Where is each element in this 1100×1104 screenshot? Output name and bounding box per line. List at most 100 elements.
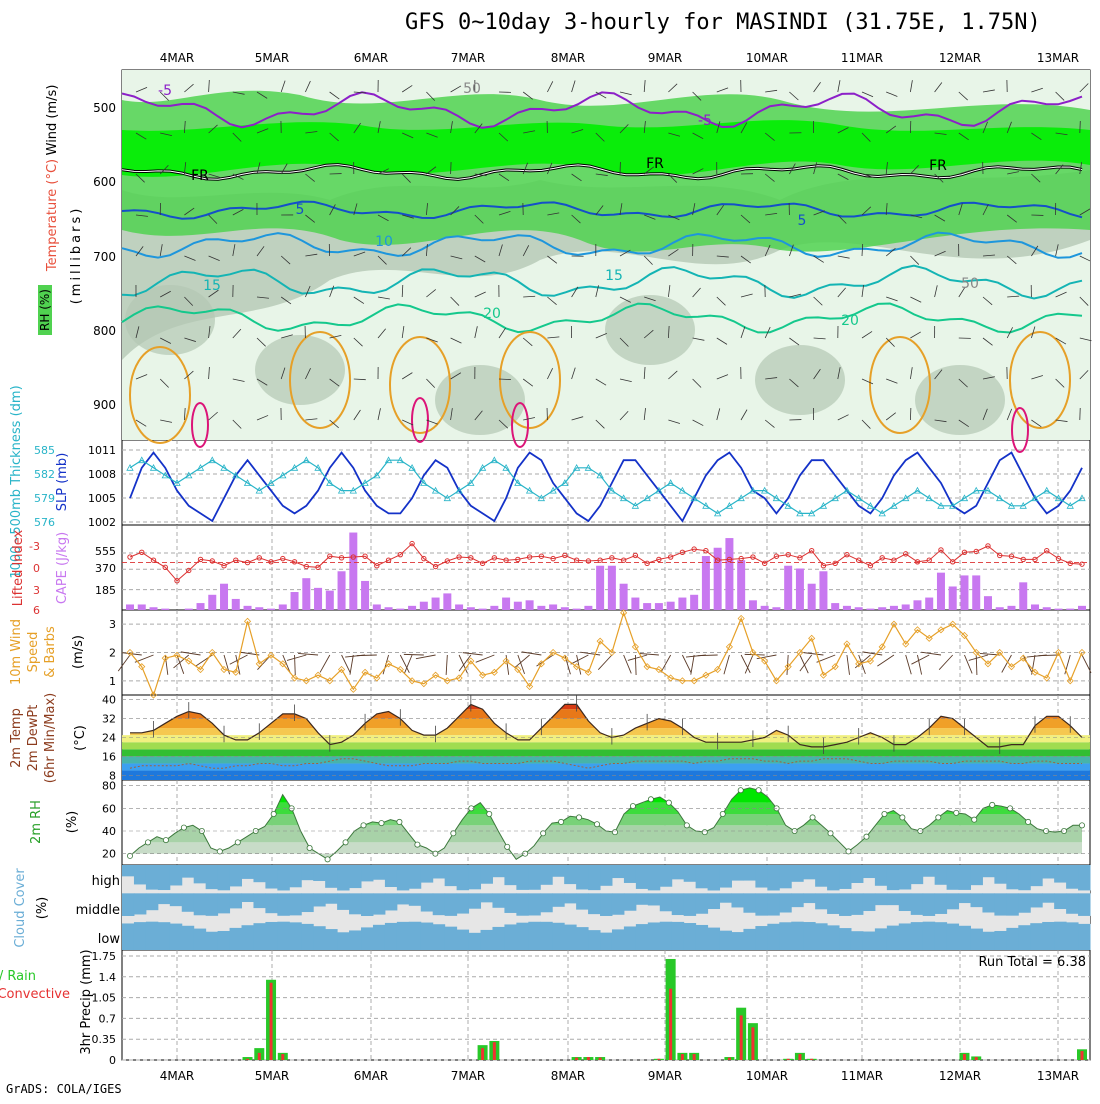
rh-tick-label: 80 [102, 780, 116, 793]
precip-tick-label: 0.35 [92, 1033, 117, 1046]
contour-label: FR [929, 158, 947, 174]
cape-bar [208, 595, 216, 610]
cloud-middle-bar [504, 893, 516, 913]
cloud-low-bar [313, 926, 325, 950]
day-label-top: 7MAR [451, 51, 486, 65]
contour-label: 20 [483, 306, 501, 322]
cloud-high-bar [457, 865, 469, 890]
lifted-tick-label: 3 [33, 584, 40, 597]
day-label-bottom: 5MAR [255, 1069, 290, 1083]
cloud-high-bar [899, 865, 911, 889]
rh-point [702, 830, 707, 835]
cape-bar [490, 606, 498, 610]
cape-bar [220, 584, 228, 610]
temp-axis-label: (6hr Min/Max) [43, 693, 58, 783]
wind-axis-label: Wind (m/s) [45, 85, 60, 156]
cloud-middle-bar [492, 893, 504, 907]
cloud-high-bar [755, 865, 767, 888]
cloud-middle-bar [230, 893, 242, 908]
cloud-high-bar [648, 865, 660, 890]
precip-convective-label: Convective [0, 987, 70, 1002]
cape-bar [1043, 607, 1051, 610]
day-label-bottom: 12MAR [939, 1069, 981, 1083]
day-label-top: 11MAR [841, 51, 883, 65]
rh-point [415, 842, 420, 847]
precip-tick-label: 0.7 [99, 1012, 117, 1025]
rh-point [127, 853, 132, 858]
rh-point [217, 849, 222, 854]
cloud-middle-bar [624, 893, 636, 910]
precip-convective-bar [281, 1054, 284, 1060]
cloud-high-bar [887, 865, 899, 890]
cloud-level-label: high [92, 874, 120, 889]
cloud-low-bar [1006, 928, 1018, 950]
cloud-high-bar [433, 865, 445, 878]
cloud-high-bar [409, 865, 421, 889]
day-label-top: 9MAR [648, 51, 683, 65]
rh-point [325, 857, 330, 862]
cloud-low-bar [982, 932, 994, 950]
cloud-high-bar [301, 865, 313, 880]
cloud-high-bar [313, 865, 325, 881]
cloud-middle-bar [636, 893, 648, 904]
slp-axis-label: SLP (mb) [55, 453, 70, 512]
rh-tick-label: 60 [102, 802, 116, 815]
rh-point [1079, 823, 1084, 828]
wind-barb-10m [598, 655, 612, 670]
cloud-middle-bar [684, 893, 696, 916]
pressure-tick-label: 600 [93, 175, 116, 189]
rh-point [145, 840, 150, 845]
contour-label: 20 [841, 313, 859, 329]
cloud-high-bar [253, 865, 265, 882]
cloud-high-bar [146, 865, 158, 890]
cloud-high-bar [504, 865, 516, 885]
rh-point [343, 840, 348, 845]
wind-barb-10m [357, 655, 377, 656]
day-label-bottom: 7MAR [451, 1069, 486, 1083]
cloud-low-bar [433, 924, 445, 950]
rh-point [990, 802, 995, 807]
cloud-middle-bar [277, 893, 289, 915]
wind-barb-10m [661, 655, 671, 672]
wind-barb-10m [682, 655, 691, 673]
wind-barb-10m [1065, 655, 1070, 674]
cloud-high-bar [218, 865, 230, 890]
cape-bar [455, 604, 463, 610]
wind-barb-10m [459, 655, 467, 673]
cloud-middle-bar [1078, 893, 1090, 916]
grads-credit: GrADS: COLA/IGES [6, 1082, 122, 1096]
cloud-low-bar [385, 923, 397, 950]
cape-bar [855, 607, 863, 610]
wind-barb-10m [416, 655, 436, 659]
cloud-middle-bar [923, 893, 935, 916]
cape-bar [655, 603, 663, 610]
cloud-middle-bar [1042, 893, 1054, 902]
cloud-low-bar [588, 930, 600, 950]
cloud-high-bar [206, 865, 218, 889]
day-label-top: 10MAR [746, 51, 788, 65]
precip-convective-bar [258, 1053, 261, 1060]
precip-convective-bar [599, 1058, 602, 1060]
cape-bar [702, 556, 710, 610]
rh-point [451, 831, 456, 836]
cloud-high-bar [827, 865, 839, 890]
cloud-middle-bar [947, 893, 959, 909]
cloud-middle-bar [696, 893, 708, 913]
cloud-low-bar [146, 922, 158, 950]
cloud-middle-bar [409, 893, 421, 905]
wind-barb-10m [350, 655, 353, 675]
cloud-high-bar [672, 865, 684, 879]
cape-bar [161, 609, 169, 610]
cloud-high-bar [1078, 865, 1090, 890]
lifted-tick-label: 6 [33, 604, 40, 617]
cloud-middle-bar [779, 893, 791, 912]
contour-label: 10 [375, 234, 393, 250]
precip-convective-bar [787, 1059, 790, 1060]
wind-barb-10m [724, 655, 729, 674]
cloud-high-bar [588, 865, 600, 890]
cloud-middle-bar [481, 893, 493, 902]
cloud-middle-bar [1066, 893, 1078, 913]
cloud-low-bar [935, 922, 947, 950]
cape-bar [561, 607, 569, 610]
cloud-high-bar [158, 865, 170, 890]
